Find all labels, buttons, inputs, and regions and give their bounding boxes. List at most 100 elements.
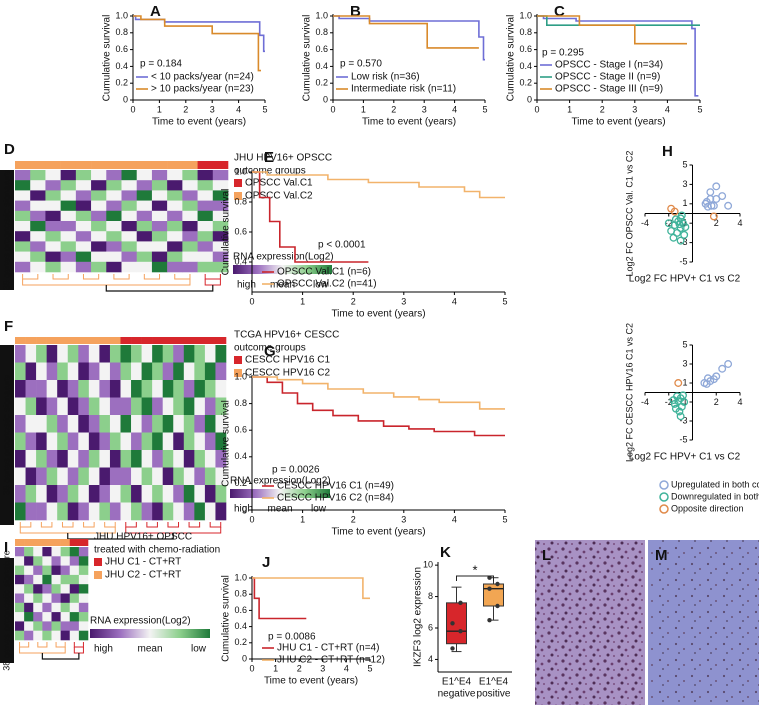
dendrogram [174, 274, 191, 280]
survival-curve [133, 15, 265, 53]
heatmap-cell [60, 630, 71, 641]
box [446, 602, 467, 645]
heatmap-cell [215, 467, 227, 486]
data-point [495, 603, 500, 609]
heatmap-cell [91, 221, 107, 232]
heatmap-cell [91, 190, 107, 201]
heatmap-cell [24, 602, 34, 613]
group-bar [99, 337, 111, 344]
heatmap-cell [215, 345, 227, 363]
p-value: p = 0.0086 [268, 632, 316, 643]
heatmap-cell [60, 241, 77, 252]
heatmap-cell [57, 415, 69, 433]
heatmap-cell [46, 415, 58, 433]
heatmap-cell [25, 467, 37, 486]
heatmap-cell [33, 612, 43, 622]
group-bar [60, 161, 77, 169]
heatmap-cell [33, 556, 43, 566]
group-bar [152, 337, 163, 344]
heatmap-cell [204, 362, 216, 381]
heatmap-cell [24, 565, 34, 576]
heatmap-cell [151, 221, 168, 232]
heatmap-cell [78, 432, 90, 451]
legend-label: JHU C2 - CT+RT (n=12) [277, 655, 385, 666]
x-axis-title: Time to event (years) [331, 527, 425, 538]
heatmap-cell [25, 450, 37, 468]
y-tick-label: 0.8 [315, 27, 328, 37]
heatmap-cell [33, 630, 43, 641]
x-axis-title: Time to event (years) [571, 117, 665, 128]
heatmap-cell [141, 362, 153, 381]
heatmap-cell [25, 415, 37, 433]
heatmap-cell [121, 210, 138, 222]
heatmap-cell [67, 415, 79, 433]
scatter-point [676, 236, 685, 245]
heatmap-cell [152, 502, 163, 521]
heatmap-cell [182, 251, 198, 263]
heatmap-cell [15, 345, 26, 363]
y-tick-label: -1 [679, 218, 687, 228]
signature-label: 38 genes prognostic signature [1, 550, 11, 671]
x-tick-label: 1 [361, 104, 366, 114]
y-tick-label: 10 [423, 560, 433, 570]
heatmap-cell [106, 221, 122, 232]
x-tick-label: 4 [236, 104, 241, 114]
data-point [450, 646, 455, 651]
group-bar [183, 337, 195, 344]
heatmap-cell [121, 251, 138, 263]
heatmap-cell [30, 231, 46, 242]
scatter-point [709, 201, 718, 210]
heatmap-cell [182, 241, 198, 252]
heatmap-cell [46, 502, 58, 521]
heatmap-cell [162, 485, 174, 503]
heatmap-cell [67, 397, 79, 416]
heatmap-cell [15, 565, 25, 576]
heatmap-cell [60, 261, 77, 273]
heatmap-cell [42, 565, 52, 576]
x-tick-label: -4 [641, 218, 649, 228]
heatmap-cell [151, 190, 168, 201]
heatmap-cell [182, 221, 198, 232]
legend-label: OPSCC Val.C1 [245, 178, 313, 189]
x-tick-label: 2 [714, 218, 719, 228]
heatmap-cell [33, 547, 43, 557]
x-tick-label: 2 [297, 663, 302, 673]
legend-label: CESCC HPV16 C2 (n=84) [277, 493, 394, 504]
heatmap-cell [78, 565, 89, 576]
heatmap-cell [197, 231, 214, 242]
heatmap-cell [78, 450, 90, 468]
group-bar [78, 337, 90, 344]
heatmap-cell [109, 432, 121, 451]
scatter-point [680, 230, 689, 239]
heatmap-cell [15, 467, 26, 486]
heatmap-cell [60, 574, 71, 585]
heatmap-cell [88, 415, 100, 433]
legend-swatch [234, 356, 242, 364]
group-bar [88, 337, 100, 344]
heatmap-cell [131, 345, 142, 363]
heatmap-cell [45, 261, 61, 273]
heatmap-cell [197, 251, 214, 263]
heatmap-cell [36, 380, 47, 398]
heatmap-cell [78, 345, 90, 363]
heatmap-title: JHU HPV16+ OPSCC [94, 532, 192, 543]
y-tick-label: 1 [682, 198, 687, 208]
heatmap-cell [183, 362, 195, 381]
heatmap-cell [197, 200, 214, 212]
scatter-point [671, 404, 680, 413]
heatmap-cell [212, 251, 229, 263]
heatmap-cell [99, 432, 111, 451]
heatmap-cell [60, 210, 77, 222]
legend-label: JHU C1 - CT+RT [105, 557, 181, 568]
survival-curve [333, 15, 485, 61]
heatmap-cell [152, 415, 163, 433]
heatmap-cell [106, 190, 122, 201]
y-tick-label: 0.4 [315, 61, 328, 71]
legend-label: < 10 packs/year (n=24) [151, 72, 254, 83]
dendrogram [204, 274, 221, 280]
survival-curve [252, 376, 505, 410]
heatmap-cell [204, 502, 216, 521]
group-bar [131, 337, 142, 344]
heatmap-cell [36, 345, 47, 363]
colorbar-label: low [311, 504, 327, 515]
